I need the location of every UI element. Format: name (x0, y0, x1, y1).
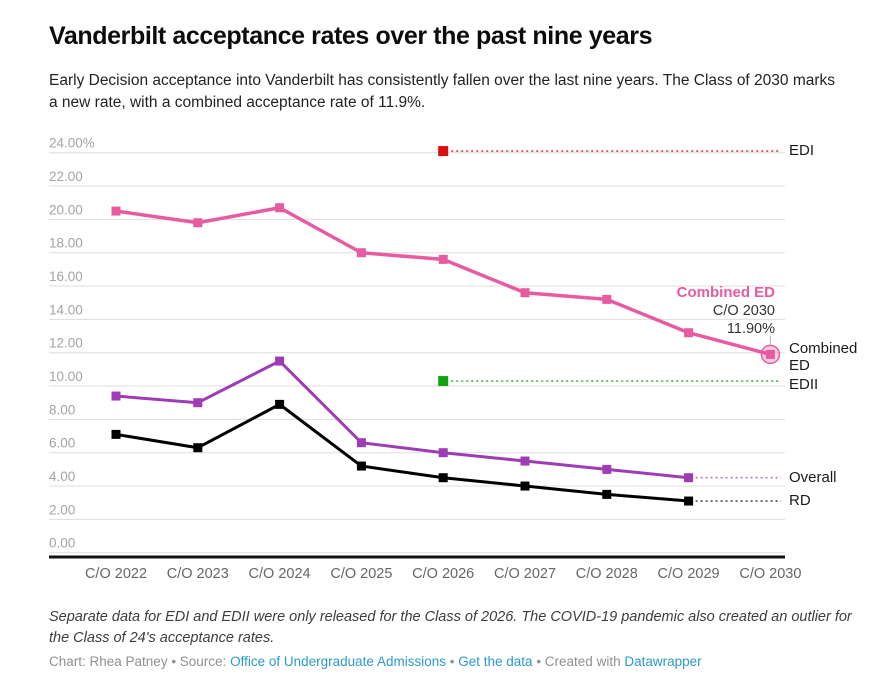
series-rd-marker[interactable] (111, 429, 121, 439)
y-tick-label: 10.00 (49, 369, 83, 384)
annotation-value-label: 11.90% (726, 321, 775, 337)
series-combined_ed-marker[interactable] (275, 203, 285, 213)
series-rd-marker[interactable] (684, 496, 694, 506)
series-rd-marker[interactable] (438, 473, 448, 483)
series-label-edii: EDII (789, 376, 819, 393)
series-overall-marker[interactable] (193, 398, 203, 408)
credit-separator: • (449, 654, 455, 669)
series-overall-marker[interactable] (356, 438, 366, 448)
credit-prefix: Chart: Rhea Patney • Source: (49, 654, 227, 669)
series-label-rd: RD (789, 492, 811, 509)
y-tick-label: 6.00 (49, 436, 75, 451)
series-overall-marker[interactable] (275, 356, 285, 366)
y-tick-label: 24.00% (49, 136, 95, 151)
x-tick-label: C/O 2025 (330, 566, 392, 582)
series-label-overall: Overall (789, 469, 837, 486)
point-annotation: Combined ED C/O 2030 11.90% (677, 284, 775, 338)
y-tick-label: 0.00 (49, 536, 75, 551)
credit-created-with: • Created with (536, 654, 621, 669)
x-tick-label: C/O 2026 (412, 566, 474, 582)
series-combined_ed-marker[interactable] (356, 248, 366, 258)
y-tick-label: 16.00 (49, 269, 83, 284)
chart-credit: Chart: Rhea Patney • Source: Office of U… (49, 654, 855, 669)
series-combined_ed-marker[interactable] (602, 294, 612, 304)
x-tick-label: C/O 2029 (658, 566, 720, 582)
series-rd-marker[interactable] (275, 399, 285, 409)
get-the-data-link[interactable]: Get the data (458, 654, 533, 669)
x-tick-label: C/O 2022 (85, 566, 147, 582)
series-edii-marker[interactable] (438, 376, 449, 387)
y-tick-label: 4.00 (49, 469, 75, 484)
annotation-category-label: C/O 2030 (712, 303, 775, 319)
chart-footnote: Separate data for EDI and EDII were only… (49, 609, 852, 646)
series-combined_ed-marker[interactable] (684, 328, 694, 338)
y-tick-label: 22.00 (49, 169, 83, 184)
series-rd-marker[interactable] (602, 489, 612, 499)
series-overall-marker[interactable] (438, 448, 448, 458)
series-combined_ed-marker[interactable] (193, 218, 203, 228)
x-tick-label: C/O 2023 (167, 566, 229, 582)
series-rd-line (115, 402, 689, 503)
series-overall-line (115, 359, 689, 480)
x-tick-label: C/O 2028 (576, 566, 638, 582)
x-tick-label: C/O 2027 (494, 566, 556, 582)
series-overall-marker[interactable] (602, 464, 612, 474)
y-tick-label: 12.00 (49, 336, 83, 351)
series-label-edi: EDI (789, 142, 815, 159)
series-overall-marker[interactable] (684, 473, 694, 483)
series-combined_ed-line (115, 205, 771, 357)
series-edi-marker[interactable] (438, 146, 449, 157)
y-tick-label: 8.00 (49, 402, 75, 417)
chart-title: Vanderbilt acceptance rates over the pas… (49, 22, 653, 50)
y-tick-label: 20.00 (49, 202, 83, 217)
series-combined_ed-marker[interactable] (111, 206, 121, 216)
series-overall-marker[interactable] (111, 391, 121, 401)
datawrapper-link[interactable]: Datawrapper (624, 654, 702, 669)
y-tick-label: 18.00 (49, 236, 83, 251)
y-tick-label: 2.00 (49, 502, 75, 517)
x-tick-label: C/O 2024 (249, 566, 311, 582)
y-tick-label: 14.00 (49, 302, 83, 317)
series-combined_ed-marker[interactable] (438, 254, 448, 264)
series-combined_ed-marker[interactable] (765, 349, 775, 359)
annotation-series-label: Combined ED (676, 284, 775, 301)
series-label-combined-ed: Combined ED (789, 340, 858, 374)
x-tick-label: C/O 2030 (739, 566, 801, 582)
series-rd-marker[interactable] (520, 481, 530, 491)
series-rd-marker[interactable] (193, 443, 203, 453)
source-link[interactable]: Office of Undergraduate Admissions (230, 654, 446, 669)
series-rd-marker[interactable] (356, 461, 366, 471)
series-overall-marker[interactable] (520, 456, 530, 466)
series-combined_ed-marker[interactable] (520, 288, 530, 298)
chart-subtitle: Early Decision acceptance into Vanderbil… (49, 72, 836, 111)
